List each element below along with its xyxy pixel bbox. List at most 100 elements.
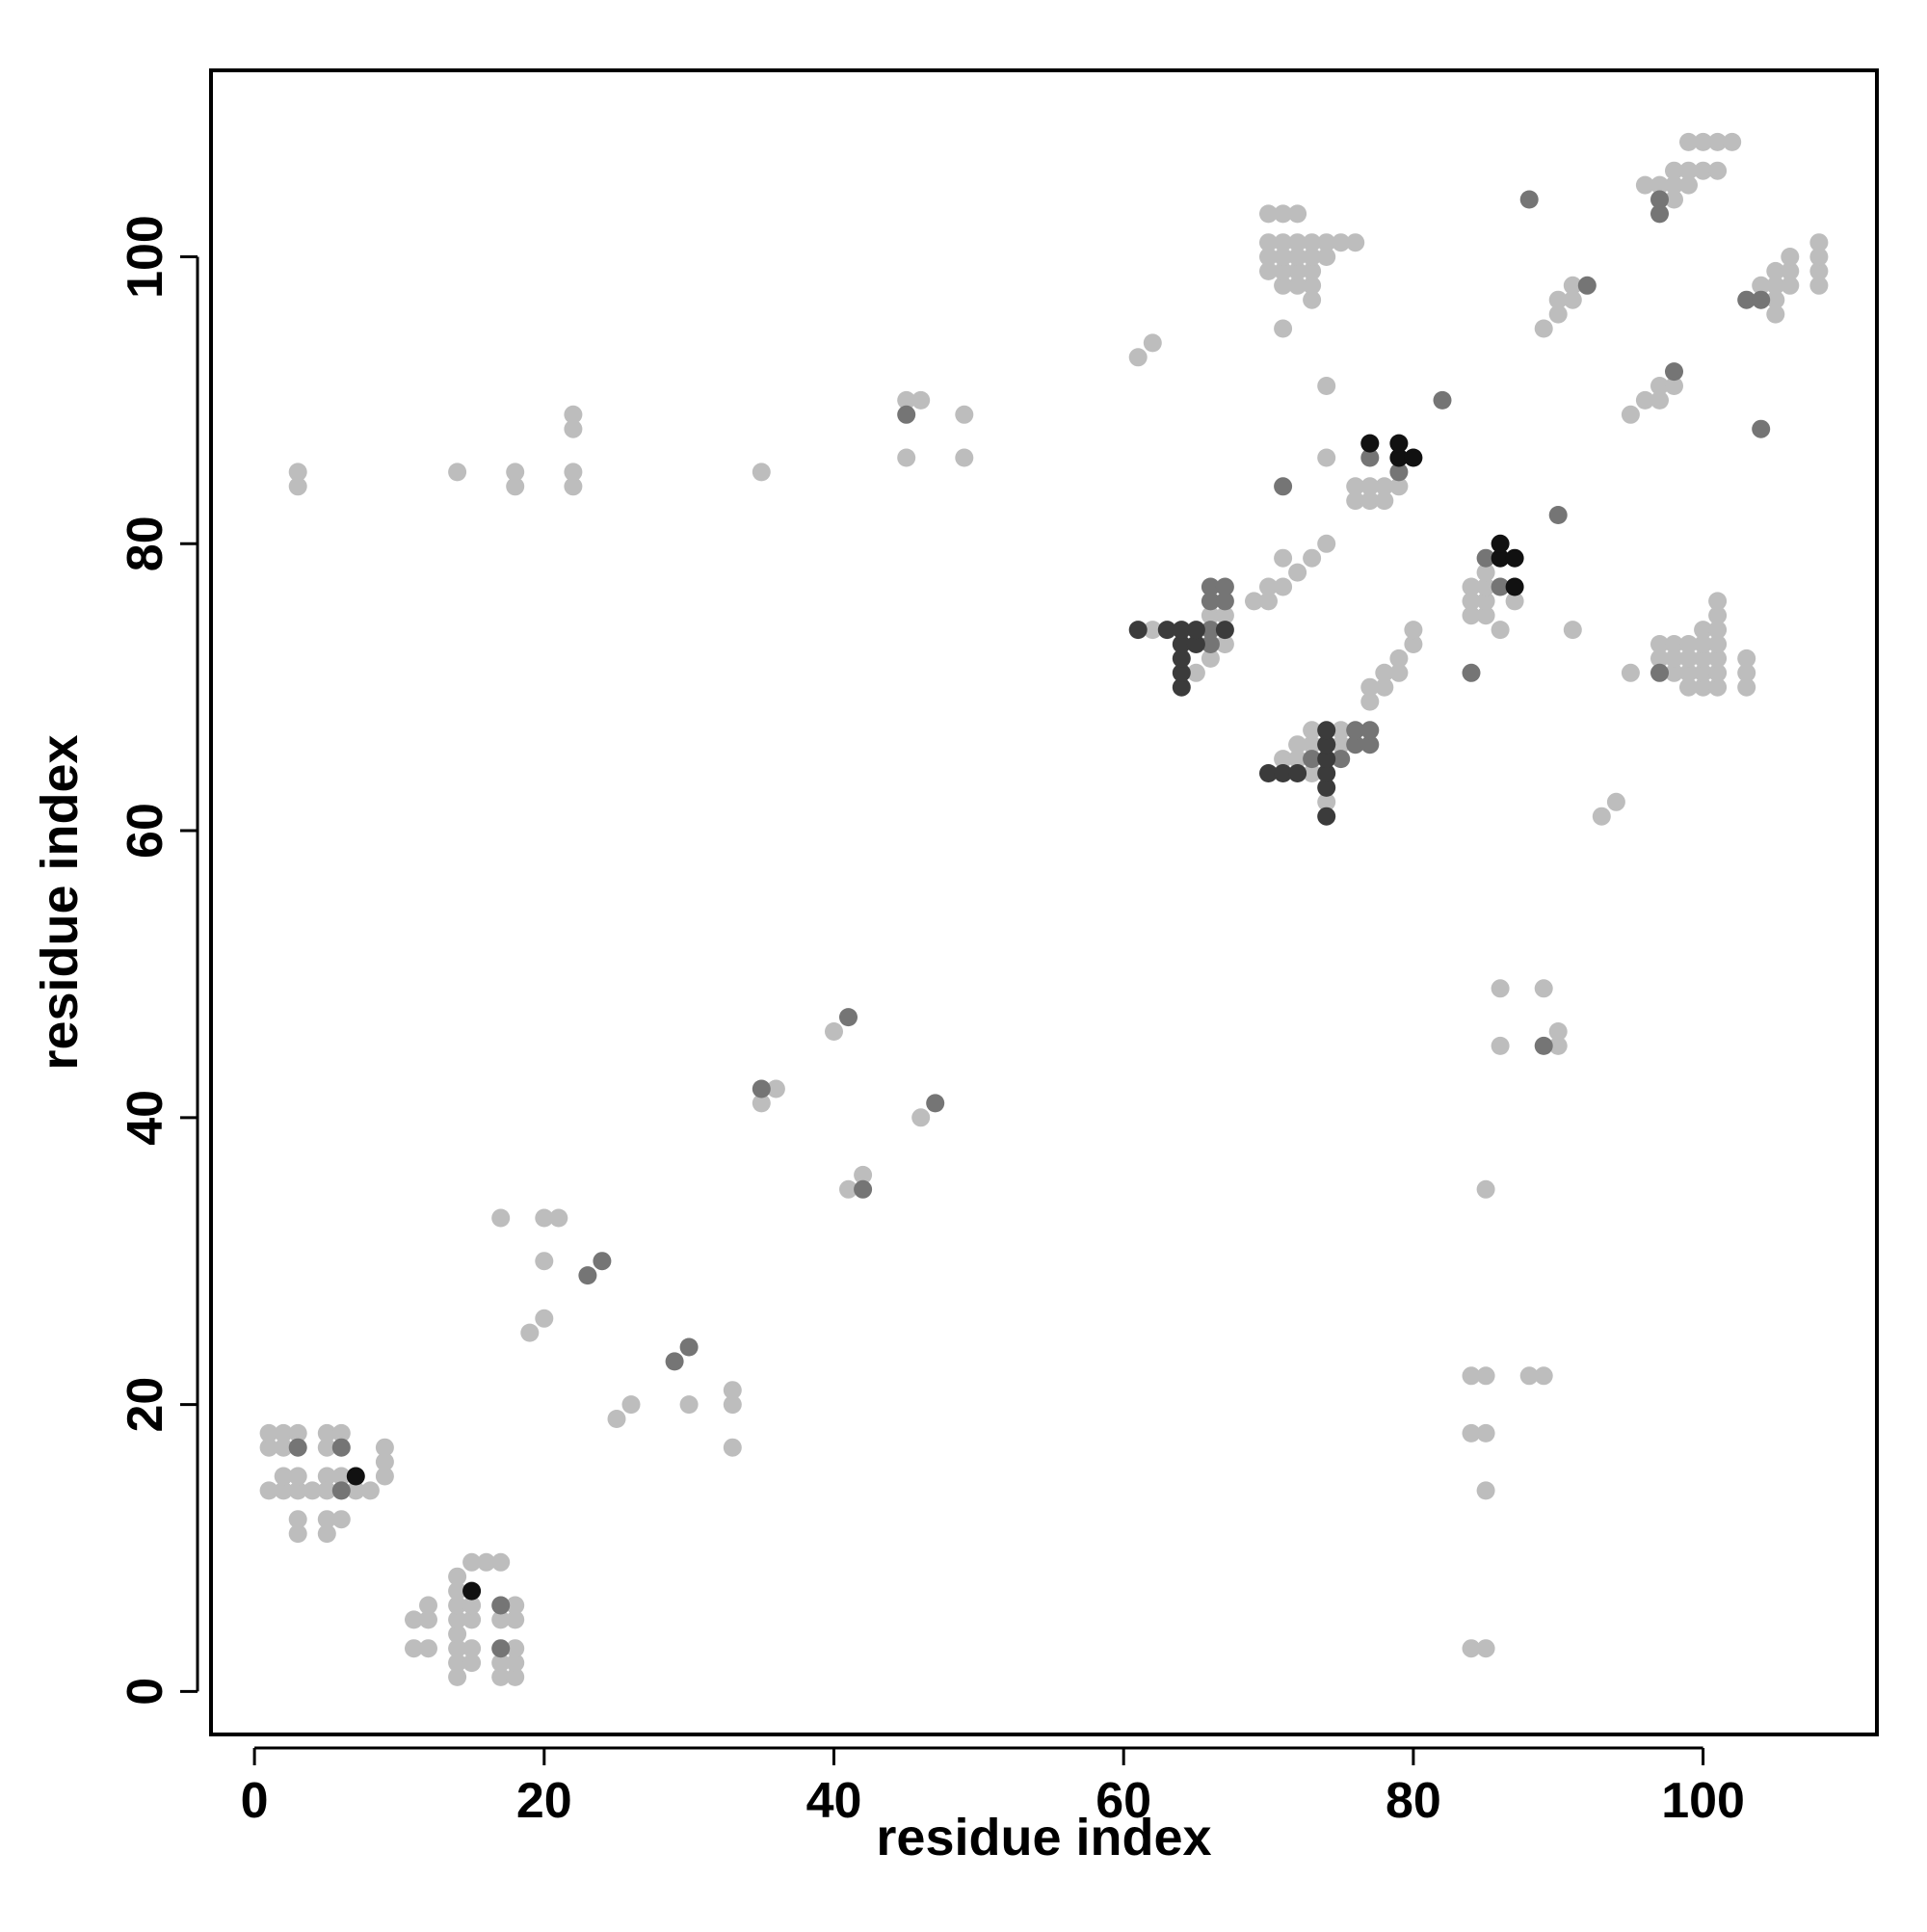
- x-tick-label: 20: [516, 1773, 572, 1829]
- contact-point-medium: [1650, 204, 1669, 224]
- contact-point-light: [448, 1581, 467, 1601]
- contact-point-medium: [578, 1266, 597, 1285]
- contact-point-dark: [1172, 677, 1191, 697]
- contact-point-light: [1679, 648, 1698, 668]
- contact-point-light: [1462, 592, 1481, 611]
- contact-point-light: [1621, 405, 1640, 424]
- contact-point-light: [911, 1108, 931, 1127]
- contact-point-light: [1274, 276, 1293, 295]
- contact-point-light: [1404, 621, 1423, 640]
- contact-point-light: [1679, 132, 1698, 151]
- contact-point-light: [1650, 377, 1669, 395]
- axes-layer: 0 20 40 60 80 100 0 20 40 60 80 100: [118, 215, 1745, 1829]
- contact-point-light: [1665, 161, 1683, 180]
- contact-point-light: [1679, 663, 1698, 682]
- contact-point-light: [1259, 204, 1278, 224]
- contact-point-light: [1737, 677, 1756, 697]
- contact-point-light: [288, 1510, 307, 1529]
- contact-point-light: [1679, 635, 1698, 653]
- contact-point-light: [274, 1438, 293, 1457]
- contact-point-light: [375, 1438, 394, 1457]
- contact-point-light: [317, 1524, 336, 1544]
- contact-point-light: [1375, 491, 1394, 511]
- contact-point-black: [1360, 434, 1380, 453]
- contact-point-light: [1548, 290, 1568, 309]
- contact-point-medium: [1752, 419, 1771, 438]
- contact-point-light: [564, 405, 583, 424]
- contact-point-medium: [1201, 635, 1220, 653]
- contact-point-light: [1317, 792, 1336, 811]
- contact-point-light: [1491, 979, 1510, 998]
- contact-point-medium: [1303, 750, 1322, 769]
- contact-point-medium: [897, 405, 916, 424]
- contact-point-light: [1708, 132, 1728, 151]
- contact-point-light: [1694, 677, 1713, 697]
- contact-point-medium: [1346, 721, 1365, 740]
- points-layer: [259, 132, 1829, 1686]
- contact-point-light: [1462, 1366, 1481, 1386]
- contact-point-light: [331, 1423, 351, 1442]
- contact-point-light: [448, 1639, 467, 1658]
- contact-point-light: [564, 477, 583, 496]
- contact-point-light: [1360, 677, 1380, 697]
- contact-point-light: [274, 1481, 293, 1500]
- contact-point-light: [1665, 175, 1683, 195]
- contact-point-light: [1708, 648, 1728, 668]
- contact-point-light: [752, 463, 771, 482]
- contact-point-light: [1766, 304, 1785, 324]
- contact-point-light: [448, 463, 467, 482]
- contact-point-light: [1346, 233, 1365, 252]
- contact-point-light: [317, 1467, 336, 1486]
- contact-point-medium: [1737, 290, 1756, 309]
- contact-point-light: [448, 1625, 467, 1644]
- contact-point-light: [1723, 132, 1742, 151]
- contact-point-light: [955, 405, 974, 424]
- contact-point-dark: [1186, 621, 1205, 640]
- contact-point-light: [723, 1438, 742, 1457]
- contact-point-light: [346, 1481, 365, 1500]
- contact-point-medium: [1360, 721, 1380, 740]
- contact-point-light: [535, 1208, 554, 1228]
- contact-point-light: [520, 1323, 540, 1342]
- contact-point-light: [1534, 319, 1553, 338]
- contact-point-light: [1737, 663, 1756, 682]
- contact-point-medium: [491, 1639, 511, 1658]
- contact-point-light: [1650, 635, 1669, 653]
- contact-point-light: [1303, 721, 1322, 740]
- contact-point-medium: [1519, 190, 1539, 209]
- plot-frame: [209, 68, 1879, 1736]
- contact-point-light: [448, 1654, 467, 1673]
- contact-point-light: [839, 1179, 858, 1199]
- y-tick-label: 40: [118, 1090, 173, 1146]
- contact-point-medium: [1491, 577, 1510, 596]
- contact-point-black: [1404, 448, 1423, 467]
- contact-point-light: [506, 463, 525, 482]
- contact-point-light: [1288, 735, 1307, 754]
- contact-point-medium: [679, 1337, 699, 1357]
- contact-point-black: [1505, 577, 1524, 596]
- y-tick-label: 60: [118, 803, 173, 859]
- contact-point-light: [1303, 276, 1322, 295]
- contact-point-dark: [1215, 621, 1234, 640]
- contact-point-light: [491, 1552, 511, 1572]
- contact-point-light: [1317, 377, 1336, 395]
- contact-point-light: [1215, 635, 1234, 653]
- contact-point-light: [288, 463, 307, 482]
- contact-point-dark: [1317, 778, 1336, 797]
- contact-point-light: [1303, 248, 1322, 266]
- contact-point-light: [462, 1639, 482, 1658]
- contact-point-light: [1809, 276, 1829, 295]
- contact-point-light: [1708, 677, 1728, 697]
- contact-point-light: [1491, 621, 1510, 640]
- contact-point-light: [1519, 1366, 1539, 1386]
- contact-point-light: [1534, 979, 1553, 998]
- contact-point-light: [1360, 491, 1380, 511]
- contact-point-light: [752, 1094, 771, 1113]
- contact-point-medium: [1360, 735, 1380, 754]
- contact-point-light: [1462, 1423, 1481, 1442]
- contact-point-light: [1476, 1423, 1495, 1442]
- contact-point-medium: [1389, 463, 1409, 482]
- contact-point-light: [897, 448, 916, 467]
- contact-point-light: [1462, 1639, 1481, 1658]
